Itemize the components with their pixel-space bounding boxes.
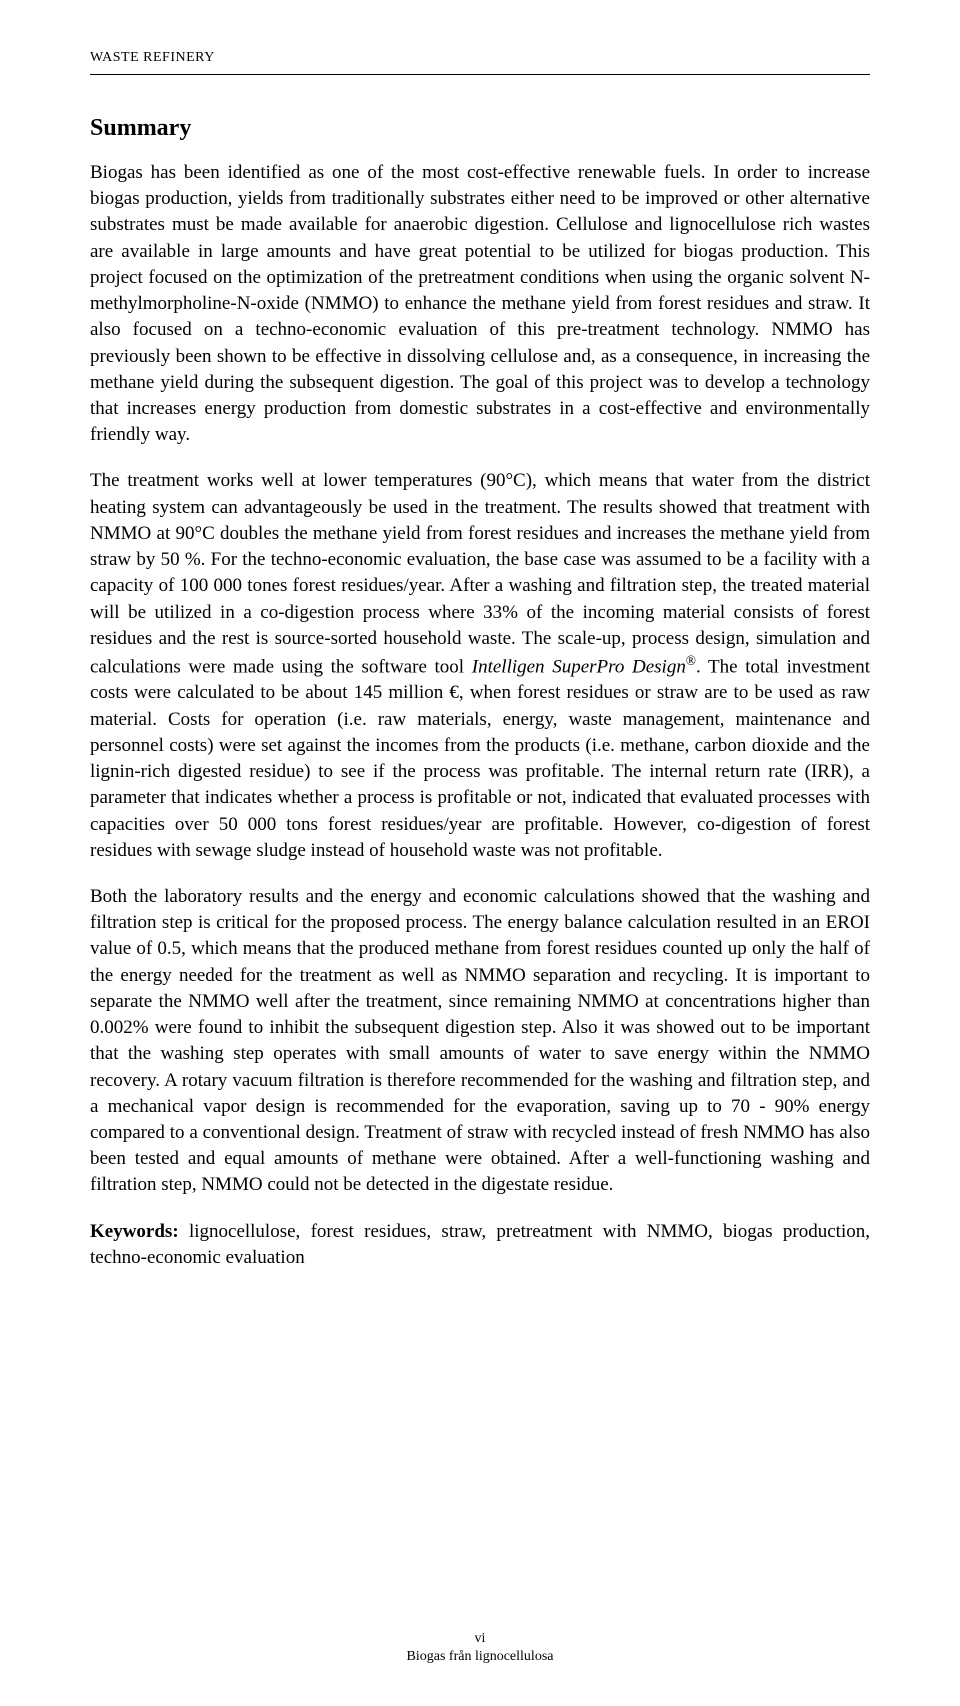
registered-mark: ® [686, 653, 696, 668]
running-head: WASTE REFINERY [90, 50, 870, 66]
document-page: WASTE REFINERY Summary Biogas has been i… [0, 0, 960, 1706]
keywords-paragraph: Keywords: lignocellulose, forest residue… [90, 1219, 870, 1271]
summary-title: Summary [90, 115, 870, 142]
summary-paragraph-1: Biogas has been identified as one of the… [90, 160, 870, 448]
page-number: vi [0, 1630, 960, 1648]
summary-paragraph-3: Both the laboratory results and the ener… [90, 884, 870, 1199]
keywords-label: Keywords: [90, 1221, 179, 1242]
para2-part-a: The treatment works well at lower temper… [90, 470, 870, 677]
summary-paragraph-2: The treatment works well at lower temper… [90, 468, 870, 864]
header-rule [90, 74, 870, 75]
footer-caption: Biogas från lignocellulosa [0, 1648, 960, 1666]
para2-part-b: . The total investment costs were calcul… [90, 656, 870, 861]
software-tool-name: Intelligen SuperPro Design [472, 656, 686, 677]
page-footer: vi Biogas från lignocellulosa [0, 1630, 960, 1666]
keywords-text: lignocellulose, forest residues, straw, … [90, 1221, 870, 1268]
